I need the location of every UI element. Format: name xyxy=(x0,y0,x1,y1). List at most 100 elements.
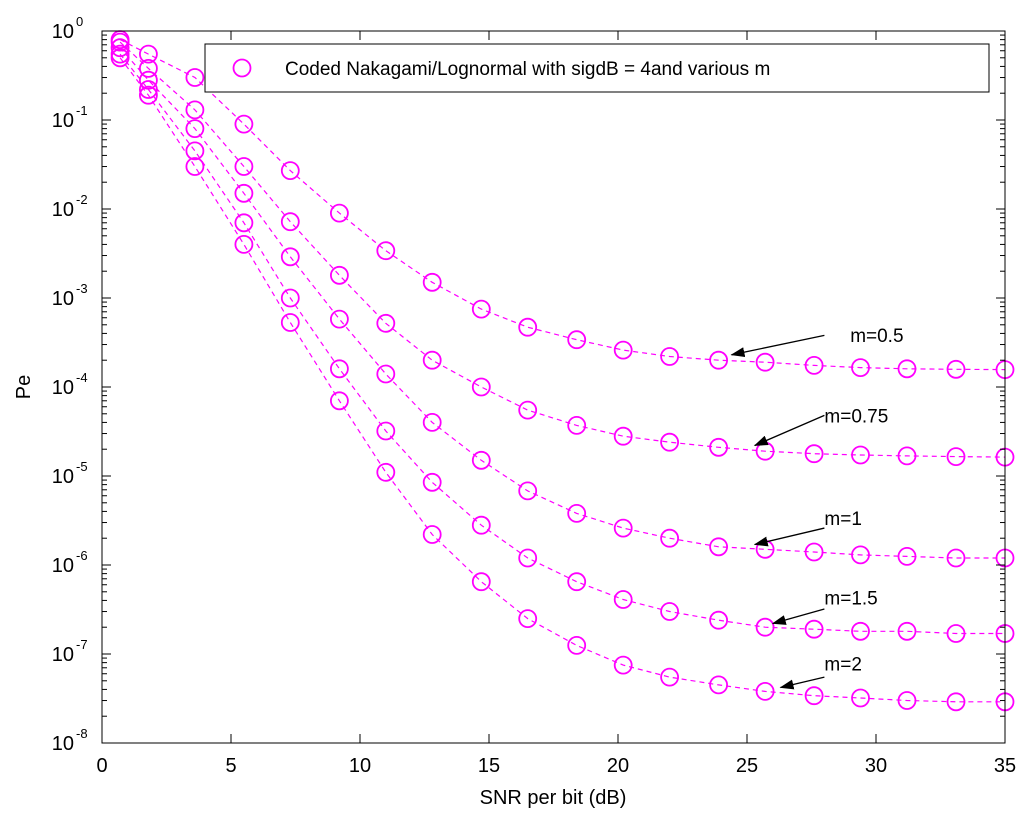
data-point xyxy=(329,391,349,411)
y-tick-label: 10 -5 xyxy=(52,459,88,488)
data-point xyxy=(518,400,538,420)
data-point xyxy=(185,68,205,87)
data-point xyxy=(234,234,254,254)
data-point xyxy=(613,340,633,360)
data-point xyxy=(755,617,775,637)
legend-entry: Coded Nakagami/Lognormal with sigdB = 4a… xyxy=(285,59,770,80)
data-point xyxy=(518,317,538,337)
y-tick-label: 10 -8 xyxy=(52,726,88,755)
data-point xyxy=(110,38,130,58)
data-point xyxy=(709,610,728,630)
data-point xyxy=(946,692,966,712)
data-point xyxy=(709,675,728,695)
y-tick-exponent: -3 xyxy=(76,281,88,296)
y-tick-label: 10 -6 xyxy=(52,548,88,577)
data-point xyxy=(234,114,254,134)
data-point xyxy=(709,350,728,370)
data-point xyxy=(518,548,538,568)
legend: Coded Nakagami/Lognormal with sigdB = 4a… xyxy=(204,43,990,93)
data-point xyxy=(471,450,491,470)
y-axis-label: Pe xyxy=(13,375,35,399)
data-point xyxy=(422,350,442,370)
data-point xyxy=(280,313,300,332)
y-tick-label: 10 -1 xyxy=(52,103,88,132)
data-point xyxy=(471,377,491,397)
data-point xyxy=(280,247,300,267)
data-point xyxy=(897,691,917,710)
series-layer xyxy=(110,30,1015,712)
data-point xyxy=(851,445,870,465)
data-point xyxy=(613,655,633,675)
data-point xyxy=(567,330,587,350)
data-point xyxy=(660,347,679,366)
data-point xyxy=(804,542,824,562)
data-point xyxy=(567,415,587,435)
data-point xyxy=(567,636,587,655)
data-point xyxy=(613,518,633,538)
data-point xyxy=(376,462,396,482)
data-point xyxy=(138,59,158,78)
plot-area xyxy=(102,31,1005,743)
y-tick-exponent: -8 xyxy=(76,726,88,741)
data-point xyxy=(755,682,775,701)
data-point xyxy=(280,212,300,232)
data-point xyxy=(422,525,442,544)
annotation-arrow xyxy=(771,608,825,625)
annotation-label: m=1 xyxy=(824,509,862,530)
x-tick-label: 5 xyxy=(225,755,236,777)
data-point xyxy=(422,472,442,492)
data-point xyxy=(946,624,966,643)
data-point xyxy=(138,80,158,99)
data-point xyxy=(280,161,300,181)
data-point xyxy=(471,572,491,592)
y-tick-base: 10 xyxy=(52,377,74,399)
y-tick-exponent: -4 xyxy=(76,370,88,385)
data-point xyxy=(376,364,396,384)
y-tick-base: 10 xyxy=(52,199,74,221)
x-tick-label: 25 xyxy=(736,755,758,777)
data-point xyxy=(567,572,587,592)
data-point xyxy=(471,299,491,319)
tick-layer: 0 5 10 15 20 25 30 3510-810-710-610-510-410-310… xyxy=(52,14,1016,777)
y-tick-base: 10 xyxy=(52,21,74,43)
data-point xyxy=(471,515,491,535)
y-tick-exponent: -6 xyxy=(76,548,88,563)
data-point xyxy=(946,359,966,379)
annotation-label: m=2 xyxy=(824,655,862,676)
legend-marker xyxy=(232,58,252,78)
y-tick-label: 10 -7 xyxy=(52,637,88,666)
data-point xyxy=(329,203,349,223)
data-point xyxy=(660,432,679,452)
data-point xyxy=(897,621,917,641)
x-tick-label: 15 xyxy=(478,755,500,777)
data-point xyxy=(946,447,966,467)
data-point xyxy=(110,48,130,68)
data-point xyxy=(755,352,775,372)
y-tick-label: 10 0 xyxy=(52,14,83,43)
data-point xyxy=(138,70,158,90)
data-point xyxy=(138,44,158,64)
data-point xyxy=(518,609,538,628)
data-point xyxy=(946,548,966,568)
data-point xyxy=(234,157,254,176)
data-point xyxy=(329,309,349,329)
annotation-arrow xyxy=(779,676,825,690)
data-point xyxy=(851,358,870,378)
y-tick-base: 10 xyxy=(52,555,74,577)
data-point xyxy=(185,157,205,176)
y-tick-base: 10 xyxy=(52,110,74,132)
x-tick-label: 35 xyxy=(994,755,1016,777)
y-tick-base: 10 xyxy=(52,466,74,488)
x-tick-label: 0 xyxy=(96,755,107,777)
y-tick-exponent: -5 xyxy=(76,459,88,474)
data-point xyxy=(613,590,633,609)
data-point xyxy=(804,444,824,464)
data-point xyxy=(897,547,917,566)
y-tick-base: 10 xyxy=(52,733,74,755)
data-point xyxy=(897,359,917,379)
data-point xyxy=(709,437,728,457)
data-point xyxy=(518,481,538,501)
y-tick-base: 10 xyxy=(52,288,74,310)
data-point xyxy=(280,288,300,308)
data-point xyxy=(851,688,870,708)
